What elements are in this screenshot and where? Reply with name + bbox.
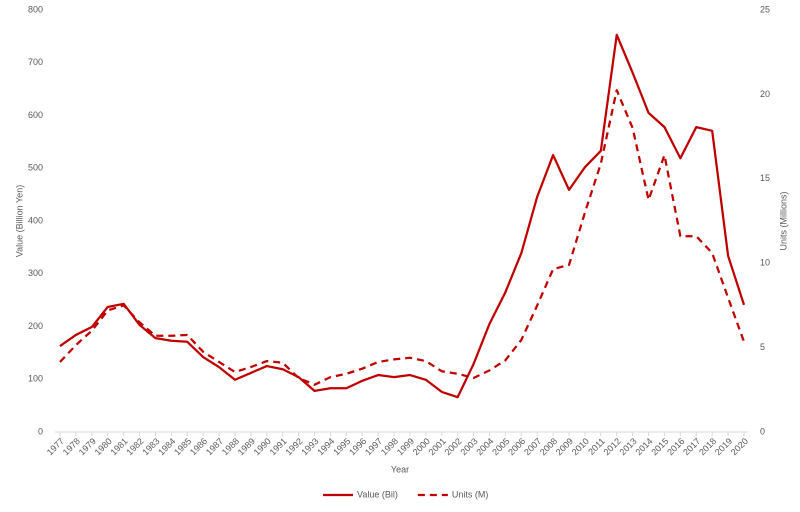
x-tick-label: 2018 [697,436,718,457]
x-tick-label: 2009 [554,436,575,457]
legend-label: Value (Bil) [357,489,398,499]
x-tick-label: 1998 [379,436,400,457]
x-tick-label: 2008 [538,436,559,457]
x-tick-label: 1981 [108,436,129,457]
x-tick-label: 1990 [252,436,273,457]
x-tick-label: 1997 [363,436,384,457]
x-tick-label: 2000 [411,436,432,457]
y2-tick-label: 20 [760,89,770,99]
series-line [59,89,746,386]
x-tick-label: 1993 [299,436,320,457]
x-tick-label: 1988 [220,436,241,457]
x-tick-label: 2005 [490,436,511,457]
x-tick-label: 1985 [172,436,193,457]
y2-tick-label: 10 [760,258,770,268]
x-tick-label: 1980 [93,436,114,457]
y-tick-label: 100 [28,374,43,384]
x-tick-label: 2002 [443,436,464,457]
x-tick-label: 2017 [681,436,702,457]
legend-label: Units (M) [452,489,489,499]
series-line [59,33,746,399]
x-tick-label: 2020 [729,436,750,457]
x-tick-label: 2001 [427,436,448,457]
y-axis-title: Value (Billion Yen) [14,185,24,257]
x-tick-label: 1995 [331,436,352,457]
y-tick-label: 0 [38,426,43,436]
x-tick-label: 2003 [458,436,479,457]
x-tick-label: 1978 [61,436,82,457]
x-tick-label: 2010 [570,436,591,457]
x-tick-label: 1986 [188,436,209,457]
y-tick-label: 300 [28,268,43,278]
y-tick-label: 400 [28,215,43,225]
x-tick-label: 2015 [649,436,670,457]
y-tick-label: 200 [28,321,43,331]
x-tick-label: 1991 [268,436,289,457]
x-tick-label: 2004 [474,436,495,457]
x-tick-label: 1999 [395,436,416,457]
x-tick-label: 2007 [522,436,543,457]
x-tick-label: 2016 [665,436,686,457]
x-tick-label: 2012 [602,436,623,457]
y2-axis-title: Units (Millions) [778,191,788,250]
x-tick-label: 2014 [633,436,654,457]
x-tick-label: 1989 [236,436,257,457]
x-tick-label: 1996 [347,436,368,457]
x-tick-label: 1977 [45,436,66,457]
x-tick-label: 1983 [140,436,161,457]
y-tick-label: 800 [28,4,43,14]
x-tick-label: 2006 [506,436,527,457]
y-tick-label: 600 [28,110,43,120]
x-axis-title: Year [391,464,409,474]
x-tick-label: 1992 [283,436,304,457]
x-tick-label: 1994 [315,436,336,457]
x-tick-label: 2019 [713,436,734,457]
y-tick-label: 700 [28,57,43,67]
x-tick-label: 1982 [124,436,145,457]
x-tick-label: 1987 [204,436,225,457]
y2-tick-label: 15 [760,173,770,183]
y-tick-label: 500 [28,163,43,173]
x-tick-label: 1979 [77,436,98,457]
y2-tick-label: 0 [760,426,765,436]
x-tick-label: 2013 [618,436,639,457]
y2-tick-label: 5 [760,342,765,352]
y2-tick-label: 25 [760,4,770,14]
x-tick-label: 1984 [156,436,177,457]
